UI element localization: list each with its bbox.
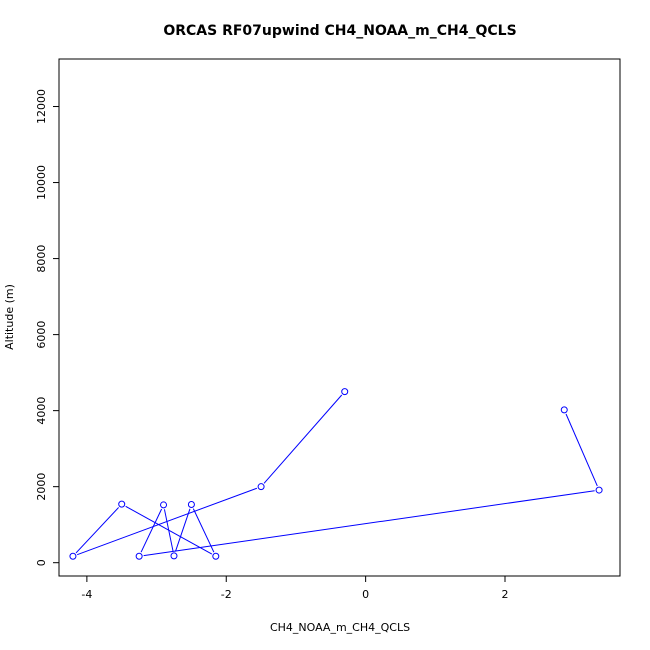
- y-axis: 0 2000 4000 6000 8000 10000 12000: [35, 89, 59, 566]
- y-axis-label: Altitude (m): [3, 284, 16, 350]
- series-line-segment: [565, 413, 598, 487]
- data-point: [595, 486, 603, 494]
- x-tick-label: -4: [81, 588, 92, 601]
- x-axis: -4 -2 0 2: [81, 576, 509, 601]
- y-tick-label: 4000: [35, 397, 48, 425]
- x-tick-label: 0: [362, 588, 369, 601]
- data-point: [187, 501, 195, 509]
- x-axis-label: CH4_NOAA_m_CH4_QCLS: [270, 621, 410, 634]
- x-tick-label: 2: [502, 588, 509, 601]
- data-point: [118, 500, 126, 508]
- series-line-segment: [143, 490, 595, 557]
- series-layer: [69, 388, 603, 560]
- series-line-segment: [76, 487, 258, 556]
- plot-frame: [58, 58, 621, 577]
- y-tick-label: 12000: [35, 89, 48, 124]
- series-line-segment: [263, 394, 343, 484]
- y-tick-label: 6000: [35, 321, 48, 349]
- y-tick-label: 10000: [35, 165, 48, 200]
- data-point: [560, 406, 568, 414]
- data-point: [212, 552, 220, 560]
- series-line-segment: [174, 508, 191, 552]
- y-tick-label: 2000: [35, 473, 48, 501]
- series-line-segment: [75, 507, 120, 554]
- data-point: [257, 483, 265, 491]
- data-point: [170, 552, 178, 560]
- series-line-segment: [140, 508, 163, 553]
- series-line-segment: [192, 508, 215, 553]
- data-point: [341, 388, 349, 396]
- data-point: [160, 501, 168, 509]
- chart-title: ORCAS RF07upwind CH4_NOAA_m_CH4_QCLS: [163, 23, 516, 39]
- y-tick-label: 8000: [35, 245, 48, 273]
- data-point: [69, 552, 77, 560]
- y-tick-label: 0: [35, 559, 48, 566]
- x-tick-label: -2: [221, 588, 232, 601]
- series-line-segment: [125, 505, 213, 555]
- data-point: [135, 552, 143, 560]
